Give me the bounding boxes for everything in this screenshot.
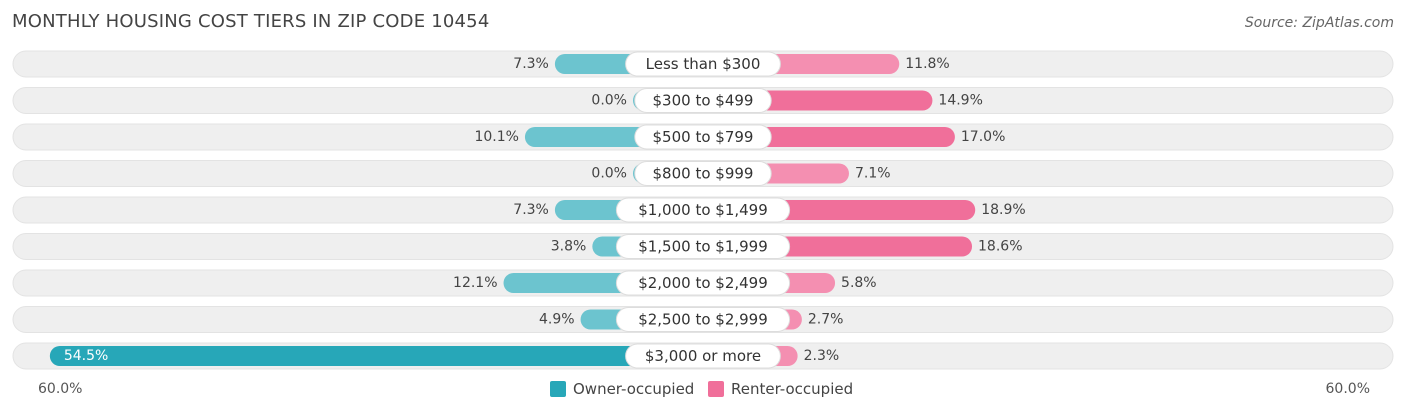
- category-pill: [615, 234, 791, 259]
- category-label: $300 to $499: [653, 92, 754, 110]
- category-label: $1,000 to $1,499: [638, 201, 768, 219]
- category-pill: [634, 161, 772, 186]
- category-label: $3,000 or more: [645, 347, 761, 365]
- chart-canvas: 7.3% 11.8% Less than $300 0.0% 14.9% $300 to …: [12, 50, 1394, 370]
- category-label: Less than $300: [646, 55, 761, 73]
- category-pill: [615, 270, 791, 296]
- category-pill: [625, 51, 781, 77]
- legend-renter-label: Renter-occupied: [731, 380, 854, 398]
- owner-value-label: 7.3%: [513, 56, 549, 72]
- renter-value-label: 5.8%: [841, 275, 877, 291]
- renter-value-label: 11.8%: [905, 56, 949, 72]
- owner-value-label: 10.1%: [474, 129, 518, 145]
- chart-title: MONTHLY HOUSING COST TIERS IN ZIP CODE 1…: [12, 11, 490, 32]
- axis-right-label: 60.0%: [1325, 381, 1370, 397]
- owner-bar: [49, 346, 704, 366]
- renter-value-label: 17.0%: [961, 129, 1005, 145]
- category-pill: [634, 88, 772, 113]
- category-pill: [625, 343, 781, 369]
- renter-value-label: 18.6%: [978, 239, 1022, 255]
- owner-value-label: 0.0%: [591, 166, 627, 182]
- renter-value-label: 14.9%: [938, 93, 982, 109]
- owner-value-label: 3.8%: [551, 239, 587, 255]
- renter-value-label: 18.9%: [981, 202, 1025, 218]
- renter-value-label: 7.1%: [855, 166, 891, 182]
- category-pill: [615, 307, 791, 332]
- legend-owner-label: Owner-occupied: [573, 380, 695, 398]
- category-label: $1,500 to $1,999: [638, 238, 768, 256]
- owner-value-label: 4.9%: [539, 312, 575, 328]
- legend: Owner-occupied Renter-occupied: [0, 378, 1406, 400]
- category-label: $500 to $799: [653, 128, 754, 146]
- legend-owner[interactable]: Owner-occupied: [550, 380, 694, 398]
- owner-value-label: 7.3%: [513, 202, 549, 218]
- renter-swatch: [708, 381, 724, 397]
- owner-value-label: 0.0%: [591, 93, 627, 109]
- renter-value-label: 2.7%: [808, 312, 844, 328]
- axis-left-label: 60.0%: [38, 381, 83, 397]
- category-label: $2,000 to $2,499: [638, 274, 768, 292]
- owner-value-label: 12.1%: [453, 275, 497, 291]
- legend-renter[interactable]: Renter-occupied: [708, 380, 853, 398]
- category-label: $2,500 to $2,999: [638, 311, 768, 329]
- owner-value-label: 54.5%: [64, 348, 108, 364]
- renter-value-label: 2.3%: [804, 348, 840, 364]
- category-pill: [634, 124, 772, 150]
- category-label: $800 to $999: [653, 165, 754, 183]
- category-pill: [615, 197, 791, 223]
- owner-swatch: [550, 381, 566, 397]
- source-label: Source: ZipAtlas.com: [1244, 15, 1394, 31]
